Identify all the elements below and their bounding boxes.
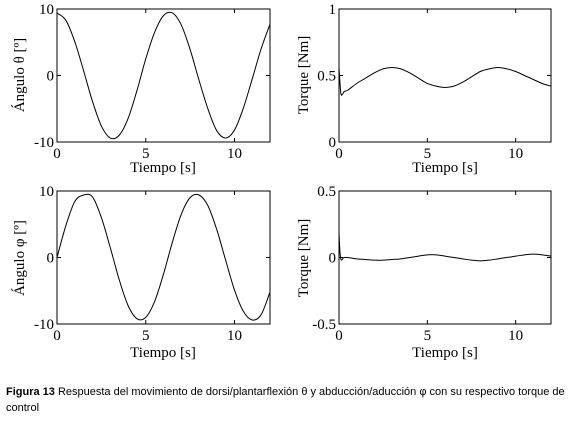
- series-line: [338, 67, 552, 96]
- y-axis-label: Ángulo θ [º]: [11, 38, 28, 112]
- y-tick-label: 10: [39, 184, 54, 200]
- x-axis-label: Tiempo [s]: [412, 160, 478, 176]
- x-axis-label: Tiempo [s]: [130, 345, 196, 361]
- x-tick-label: 5: [142, 328, 150, 344]
- plot-frame: [338, 190, 552, 325]
- x-tick-label: 0: [53, 146, 61, 162]
- y-tick-label: 0.5: [317, 69, 336, 85]
- x-tick-label: 10: [227, 328, 242, 344]
- x-tick-label: 5: [142, 146, 150, 162]
- x-tick-label: 5: [424, 328, 432, 344]
- y-ticks: -10 0 10: [34, 184, 270, 333]
- chart-torque-phi: 0 5 10 -0.500.5 Tiempo [s] Torque [Nm]: [296, 184, 552, 361]
- y-tick-label: 10: [39, 2, 54, 18]
- y-tick-label: 0.5: [317, 184, 336, 200]
- x-axis-label: Tiempo [s]: [130, 160, 196, 176]
- series-line: [56, 11, 271, 140]
- y-tick-label: 0: [329, 135, 337, 151]
- x-ticks: 0 5 10: [53, 191, 242, 344]
- x-tick-label: 10: [508, 146, 523, 162]
- y-ticks: 00.51: [317, 2, 551, 151]
- y-ticks: -10 0 10: [34, 2, 270, 151]
- x-ticks: 0 5 10: [335, 191, 523, 344]
- plot-frame: [338, 8, 552, 143]
- x-tick-label: 0: [335, 328, 343, 344]
- series-line: [338, 232, 552, 262]
- chart-torque-theta: 0 5 10 00.51 Tiempo [s] Torque [Nm]: [296, 2, 552, 176]
- x-tick-label: 10: [227, 146, 242, 162]
- y-axis-label: Torque [Nm]: [296, 36, 312, 115]
- x-ticks: 0 5 10: [53, 9, 242, 162]
- caption-label: Figura 13: [6, 386, 55, 398]
- x-tick-label: 0: [53, 328, 61, 344]
- x-ticks: 0 5 10: [335, 9, 523, 162]
- plot-frame: [56, 190, 271, 325]
- y-axis-label: Torque [Nm]: [296, 219, 312, 298]
- y-tick-label: 0: [329, 251, 337, 267]
- x-tick-label: 0: [335, 146, 343, 162]
- y-tick-label: -10: [34, 317, 54, 333]
- y-axis-label: Ángulo φ [º]: [11, 220, 28, 296]
- y-tick-label: 1: [329, 2, 337, 18]
- y-tick-label: 0: [47, 251, 55, 267]
- y-tick-label: 0: [47, 69, 55, 85]
- x-axis-label: Tiempo [s]: [412, 345, 478, 361]
- x-tick-label: 5: [424, 146, 432, 162]
- y-tick-label: -0.5: [312, 317, 336, 333]
- y-tick-label: -10: [34, 135, 54, 151]
- series-line: [56, 193, 271, 321]
- y-ticks: -0.5 0 0.5: [312, 184, 551, 333]
- figure-caption: Figura 13 Respuesta del movimiento de do…: [6, 384, 566, 416]
- caption-text: Respuesta del movimiento de dorsi/planta…: [6, 386, 565, 414]
- x-tick-label: 10: [508, 328, 523, 344]
